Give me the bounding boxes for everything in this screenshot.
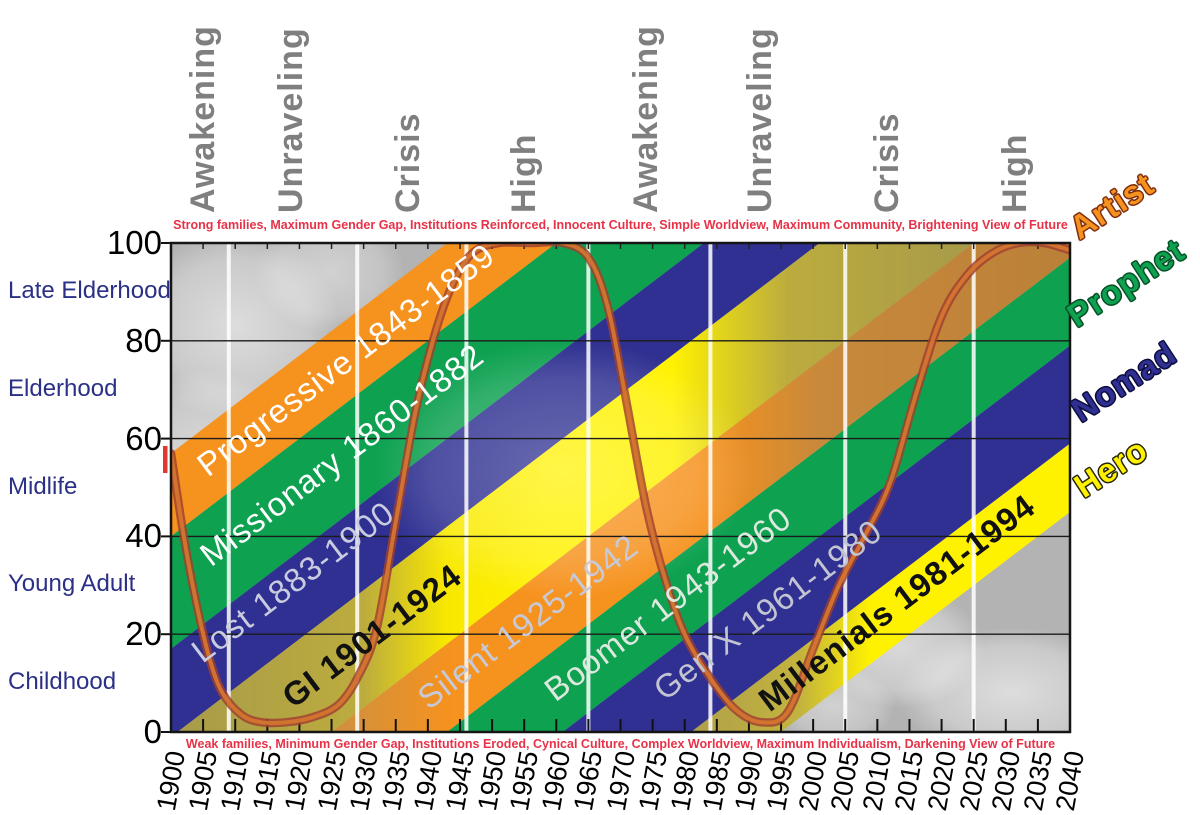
y-axis-value-100: 100 bbox=[106, 224, 162, 261]
life-stage-elderhood: Elderhood bbox=[8, 374, 118, 402]
y-axis-value-60: 60 bbox=[125, 419, 162, 457]
turning-label-1-unraveling: Unraveling bbox=[272, 27, 310, 213]
turning-label-0-awakening: Awakening bbox=[184, 25, 222, 213]
wave-start-marker bbox=[163, 446, 168, 473]
life-stage-late-elderhood: Late Elderhood bbox=[8, 276, 171, 304]
turning-label-5-unraveling: Unraveling bbox=[741, 27, 779, 213]
y-axis-value-40: 40 bbox=[125, 517, 162, 555]
life-stage-young-adult: Young Adult bbox=[8, 570, 136, 598]
turning-label-4-awakening: Awakening bbox=[627, 25, 665, 213]
chart-top-caption: Strong families, Maximum Gender Gap, Ins… bbox=[173, 218, 1068, 232]
turning-label-7-high: High bbox=[996, 133, 1034, 213]
chart-bottom-caption: Weak families, Minimum Gender Gap, Insti… bbox=[185, 737, 1056, 751]
turning-label-2-crisis: Crisis bbox=[389, 112, 427, 214]
saeculum-wave bbox=[171, 243, 1070, 725]
y-axis-value-0: 0 bbox=[143, 713, 162, 750]
plot-border bbox=[169, 241, 1072, 734]
generation-band-gen-x bbox=[562, 345, 1070, 732]
grid-lines bbox=[171, 340, 1070, 635]
turning-divider-lines bbox=[226, 243, 976, 732]
turning-label-6-crisis: Crisis bbox=[868, 112, 906, 214]
plot-area bbox=[171, 243, 1070, 732]
y-axis-value-20: 20 bbox=[125, 615, 162, 653]
life-stage-childhood: Childhood bbox=[8, 668, 117, 696]
life-stage-midlife: Midlife bbox=[8, 472, 78, 500]
generation-band-boomer bbox=[447, 257, 1070, 732]
y-axis-value-80: 80 bbox=[125, 321, 162, 359]
cloud-glow bbox=[897, 627, 1070, 732]
turning-label-3-high: High bbox=[505, 133, 543, 213]
